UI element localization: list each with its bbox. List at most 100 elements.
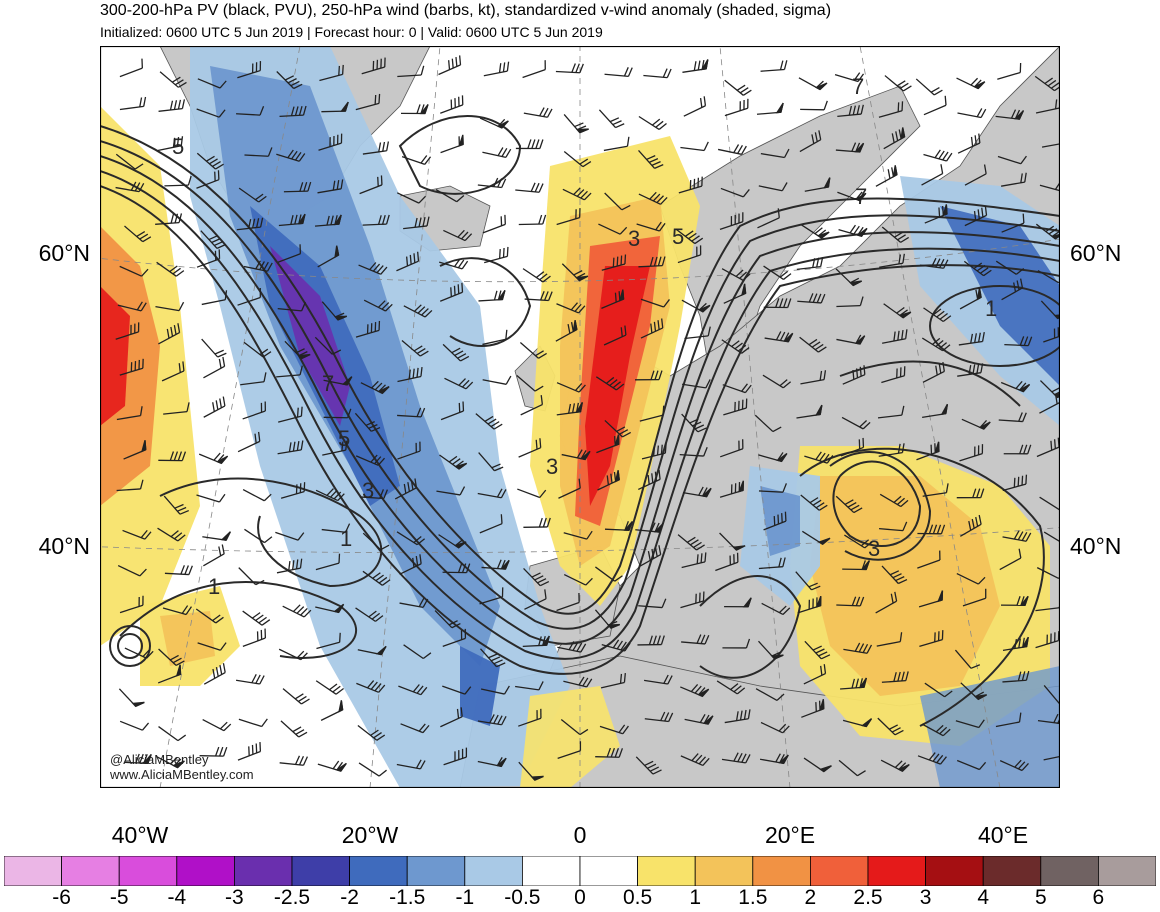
wind-barb	[758, 557, 786, 570]
wind-barb	[964, 205, 988, 227]
wind-barb	[518, 214, 547, 226]
wind-barb	[804, 451, 834, 464]
colorbar-tick-label: 4	[977, 886, 990, 909]
wind-barb	[403, 304, 433, 318]
wind-barb	[1001, 172, 1027, 187]
wind-barb	[760, 60, 788, 72]
wind-barb	[762, 374, 792, 389]
wind-barb	[556, 592, 580, 612]
wind-barb	[362, 570, 391, 586]
wind-barb	[1001, 213, 1025, 233]
wind-barb	[359, 489, 389, 500]
wind-barb	[561, 449, 591, 461]
wind-barb	[396, 759, 426, 770]
wind-barb	[278, 648, 308, 661]
wind-barb	[681, 299, 711, 313]
wind-barb	[916, 441, 940, 461]
wind-barb	[724, 79, 752, 96]
colorbar-tick-label: 1.5	[738, 886, 768, 909]
wind-barb	[203, 544, 225, 567]
wind-barb	[244, 147, 273, 157]
wind-barb	[401, 340, 429, 357]
wind-barb	[724, 709, 751, 724]
wind-barb	[242, 401, 266, 420]
wind-barb	[482, 147, 512, 158]
wind-barb	[879, 253, 905, 268]
wind-barb	[434, 610, 461, 629]
wind-barb	[595, 376, 625, 391]
wind-barb	[1002, 670, 1030, 683]
wind-barb	[201, 338, 227, 358]
wind-barb	[397, 407, 426, 418]
wind-barb	[323, 376, 353, 386]
wind-barb	[955, 719, 985, 729]
wind-barb	[276, 365, 303, 378]
wind-barb	[796, 404, 823, 419]
wind-barb	[681, 634, 710, 645]
wind-barb	[680, 591, 705, 609]
colorbar-tick-label: -1.5	[389, 886, 426, 909]
colorbar-swatch	[522, 856, 581, 886]
wind-barb	[156, 261, 185, 277]
wind-barb	[678, 176, 703, 194]
wind-barb	[277, 301, 307, 312]
wind-barb	[362, 141, 390, 155]
wind-barb	[719, 212, 744, 230]
wind-barb	[922, 483, 949, 497]
wind-barb	[723, 283, 747, 304]
wind-barb	[203, 663, 226, 685]
wind-barb	[681, 552, 707, 569]
wind-barb	[795, 571, 821, 591]
colorbar-swatch	[61, 856, 120, 886]
wind-barb	[242, 610, 271, 626]
colorbar-tick-label: 5	[1034, 886, 1047, 909]
wind-barb	[924, 204, 948, 224]
wind-barb	[842, 718, 873, 728]
wind-barb	[797, 595, 822, 614]
wind-barb	[278, 213, 306, 227]
wind-barb	[555, 63, 584, 74]
wind-barb	[1043, 754, 1060, 761]
wind-barb	[557, 741, 582, 759]
colorbar	[4, 856, 1156, 886]
wind-barb	[801, 224, 830, 239]
wind-barb	[679, 447, 708, 457]
colorbar-swatch	[1040, 856, 1099, 886]
wind-barb	[879, 493, 909, 508]
wind-barb	[277, 244, 302, 263]
wind-barb	[276, 149, 306, 162]
wind-barb	[881, 226, 910, 243]
wind-barb	[477, 488, 507, 499]
wind-barb	[317, 760, 347, 772]
wind-barb	[396, 192, 426, 204]
wind-barb	[556, 208, 581, 226]
wind-barb	[520, 395, 544, 416]
wind-barb	[1001, 278, 1024, 301]
colorbar-tick-label: -2	[340, 886, 359, 909]
wind-barb	[563, 114, 589, 134]
wind-barb	[317, 245, 340, 268]
svg-text:7: 7	[852, 74, 864, 99]
wind-barb	[956, 77, 986, 90]
wind-barb	[515, 182, 544, 193]
wind-barb	[355, 454, 386, 466]
wind-barb	[720, 187, 750, 198]
wind-barb	[518, 438, 542, 458]
wind-barb	[316, 632, 341, 650]
wind-barb	[403, 216, 430, 230]
wind-barb	[837, 104, 864, 118]
wind-barb	[758, 483, 788, 493]
wind-barb	[196, 108, 226, 118]
wind-barb	[155, 213, 183, 225]
svg-text:3: 3	[362, 478, 374, 503]
wind-barb	[279, 755, 309, 766]
wind-barb	[763, 265, 792, 280]
wind-barb	[604, 192, 631, 211]
wind-barb	[921, 723, 951, 737]
wind-barb	[317, 179, 344, 194]
lon-label-40e: 40°E	[977, 822, 1029, 848]
wind-barb	[601, 254, 627, 271]
wind-barb	[675, 228, 704, 245]
wind-barb	[1002, 636, 1029, 652]
wind-barb	[314, 214, 342, 227]
